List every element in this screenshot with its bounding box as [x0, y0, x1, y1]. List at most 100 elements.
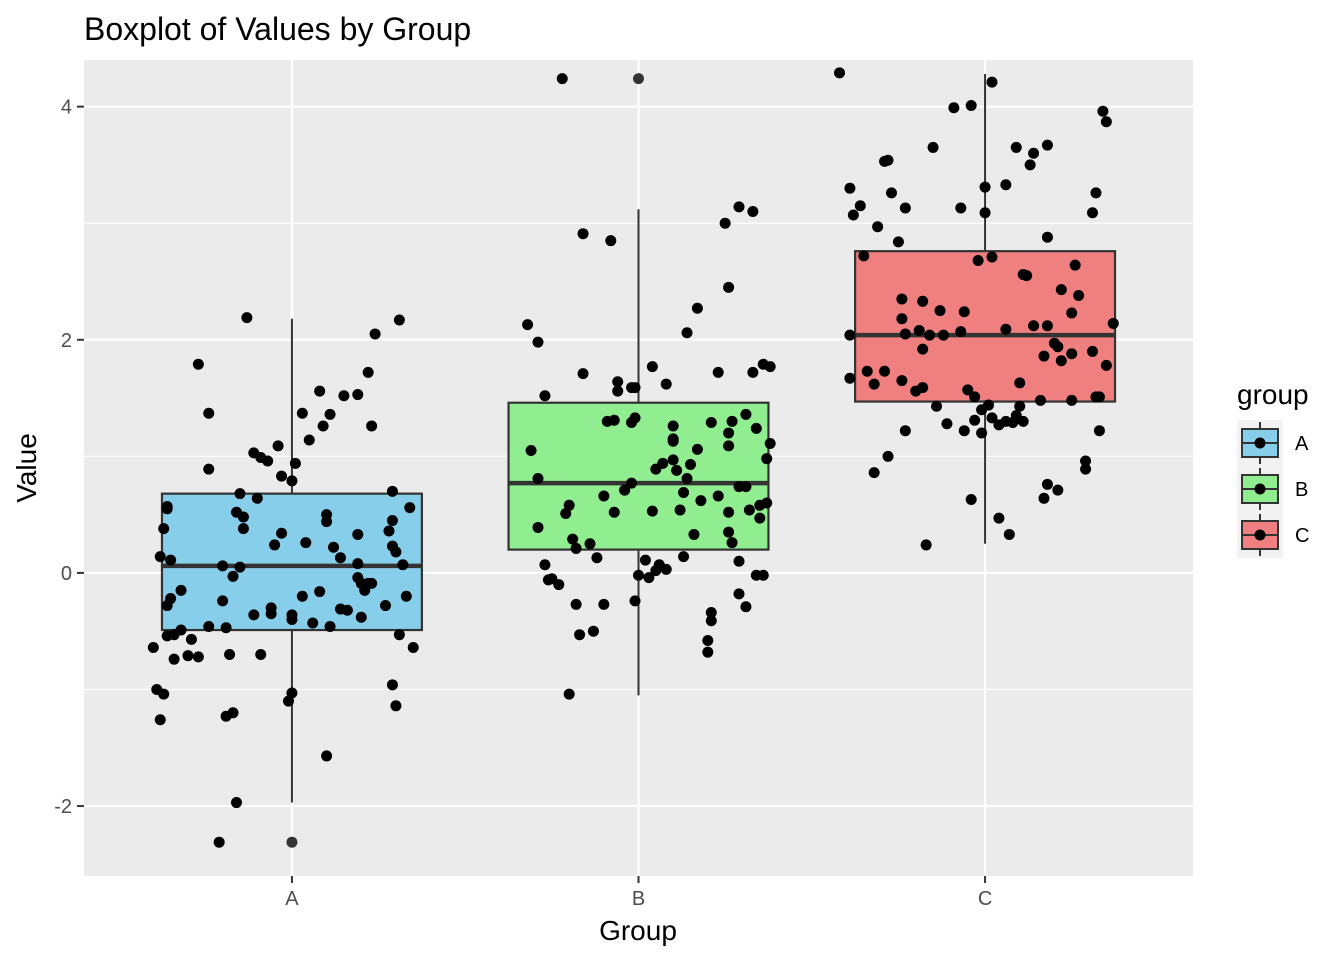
data-point-A — [393, 314, 405, 326]
data-point-A — [192, 651, 204, 663]
data-point-A — [286, 609, 298, 621]
data-point-C — [844, 329, 856, 341]
data-point-B — [764, 361, 776, 373]
data-point-C — [955, 326, 967, 338]
x-axis-title: Group — [599, 915, 677, 946]
data-point-A — [352, 528, 364, 540]
data-point-B — [695, 495, 707, 507]
data-point-B — [612, 376, 624, 388]
data-point-C — [858, 250, 870, 262]
data-point-C — [1066, 394, 1078, 406]
x-tick-label: B — [632, 888, 645, 910]
data-point-C — [1000, 323, 1012, 335]
data-point-C — [1003, 528, 1015, 540]
data-point-B — [684, 459, 696, 471]
data-point-C — [920, 539, 932, 551]
y-tick-label: 2 — [61, 330, 72, 352]
data-point-A — [276, 470, 288, 482]
data-point-A — [154, 714, 166, 726]
data-point-C — [896, 313, 908, 325]
data-point-A — [324, 621, 336, 633]
y-tick-label: 4 — [61, 97, 72, 119]
data-point-A — [355, 577, 367, 589]
data-point-A — [362, 366, 374, 378]
data-point-B — [563, 499, 575, 511]
axes: -2 0 2 4 A B C — [54, 97, 992, 910]
data-point-B — [740, 601, 752, 613]
data-point-C — [1073, 289, 1085, 301]
data-point-A — [390, 546, 402, 558]
data-point-B — [667, 435, 679, 447]
data-point-A — [154, 551, 166, 563]
data-point-C — [892, 236, 904, 248]
data-point-B — [556, 73, 568, 85]
data-point-A — [321, 509, 333, 521]
data-point-A — [328, 541, 340, 553]
data-point-A — [296, 590, 308, 602]
data-point-C — [1028, 320, 1040, 332]
data-point-C — [854, 200, 866, 212]
data-point-C — [1038, 350, 1050, 362]
data-point-B — [539, 390, 551, 402]
data-point-B — [702, 635, 714, 647]
data-point-A — [192, 358, 204, 370]
data-point-C — [1048, 337, 1060, 349]
data-point-A — [404, 502, 416, 514]
data-point-C — [899, 328, 911, 340]
data-point-C — [976, 404, 988, 416]
data-point-C — [1100, 359, 1112, 371]
data-point-A — [334, 552, 346, 564]
data-point-C — [931, 400, 943, 412]
data-point-B — [691, 443, 703, 455]
data-point-B — [577, 368, 589, 380]
data-point-B — [723, 440, 735, 452]
data-point-C — [834, 67, 846, 79]
legend: group A B C — [1237, 379, 1309, 558]
box-B — [507, 401, 770, 551]
data-point-B — [712, 366, 724, 378]
data-point-C — [879, 155, 891, 167]
data-point-B — [733, 201, 745, 213]
data-point-B — [681, 472, 693, 484]
data-point-A — [386, 514, 398, 526]
data-point-B — [608, 506, 620, 518]
data-point-A — [393, 629, 405, 641]
outlier-point-B — [633, 73, 644, 85]
data-point-A — [224, 649, 236, 661]
data-point-C — [896, 375, 908, 387]
data-point-C — [844, 372, 856, 384]
data-point-C — [882, 450, 894, 462]
data-point-C — [1028, 147, 1040, 159]
data-point-A — [383, 525, 395, 537]
data-point-C — [913, 324, 925, 336]
data-point-A — [151, 683, 163, 695]
data-point-B — [563, 688, 575, 700]
data-point-A — [317, 420, 329, 432]
data-point-A — [213, 836, 225, 848]
data-point-A — [234, 561, 246, 573]
data-point-C — [872, 221, 884, 233]
data-point-C — [1017, 415, 1029, 427]
data-point-A — [248, 609, 260, 621]
data-point-A — [182, 650, 194, 662]
data-point-C — [1041, 478, 1053, 490]
data-point-B — [723, 281, 735, 293]
data-point-C — [969, 391, 981, 403]
data-point-A — [234, 488, 246, 500]
data-point-B — [678, 486, 690, 498]
data-point-C — [1007, 417, 1019, 429]
data-point-A — [352, 389, 364, 401]
data-point-C — [1069, 259, 1081, 271]
data-point-C — [976, 427, 988, 439]
data-point-B — [733, 555, 745, 567]
data-point-C — [941, 418, 953, 430]
data-point-B — [678, 551, 690, 563]
data-point-C — [979, 181, 991, 193]
data-point-A — [147, 642, 159, 654]
data-point-A — [262, 455, 274, 467]
box-A — [160, 492, 423, 632]
data-point-B — [750, 422, 762, 434]
data-point-A — [175, 584, 187, 596]
data-point-C — [1080, 463, 1092, 475]
